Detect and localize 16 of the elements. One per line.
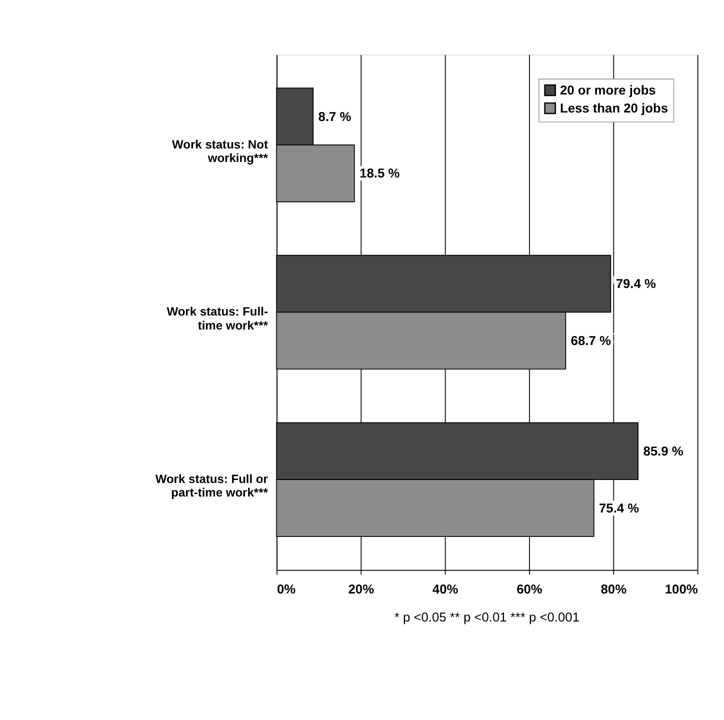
legend-label: 20 or more jobs — [560, 82, 656, 98]
x-tick-label: 0% — [276, 582, 296, 597]
x-tick-label: 80% — [600, 582, 628, 597]
x-tick-label: 60% — [516, 582, 543, 597]
y-tick-label: Work status: Full or part-time work*** — [155, 472, 268, 500]
data-label: 8.7 % — [318, 108, 352, 124]
data-label: 68.7 % — [570, 332, 612, 348]
data-label: 79.4 % — [616, 276, 656, 292]
x-tick-label: 20% — [348, 582, 375, 597]
legend-label: Less than 20 jobs — [560, 100, 668, 116]
y-tick-label: Work status: Not working*** — [172, 137, 268, 166]
text: * p <0.05 ** p <0.01 *** p <0.001 — [394, 609, 580, 624]
y-tick-label: Work status: Full-time work*** — [166, 304, 268, 332]
x-tick-label: 100% — [664, 582, 698, 597]
data-label: 85.9 % — [643, 443, 684, 458]
x-tick-label: 40% — [432, 582, 459, 597]
